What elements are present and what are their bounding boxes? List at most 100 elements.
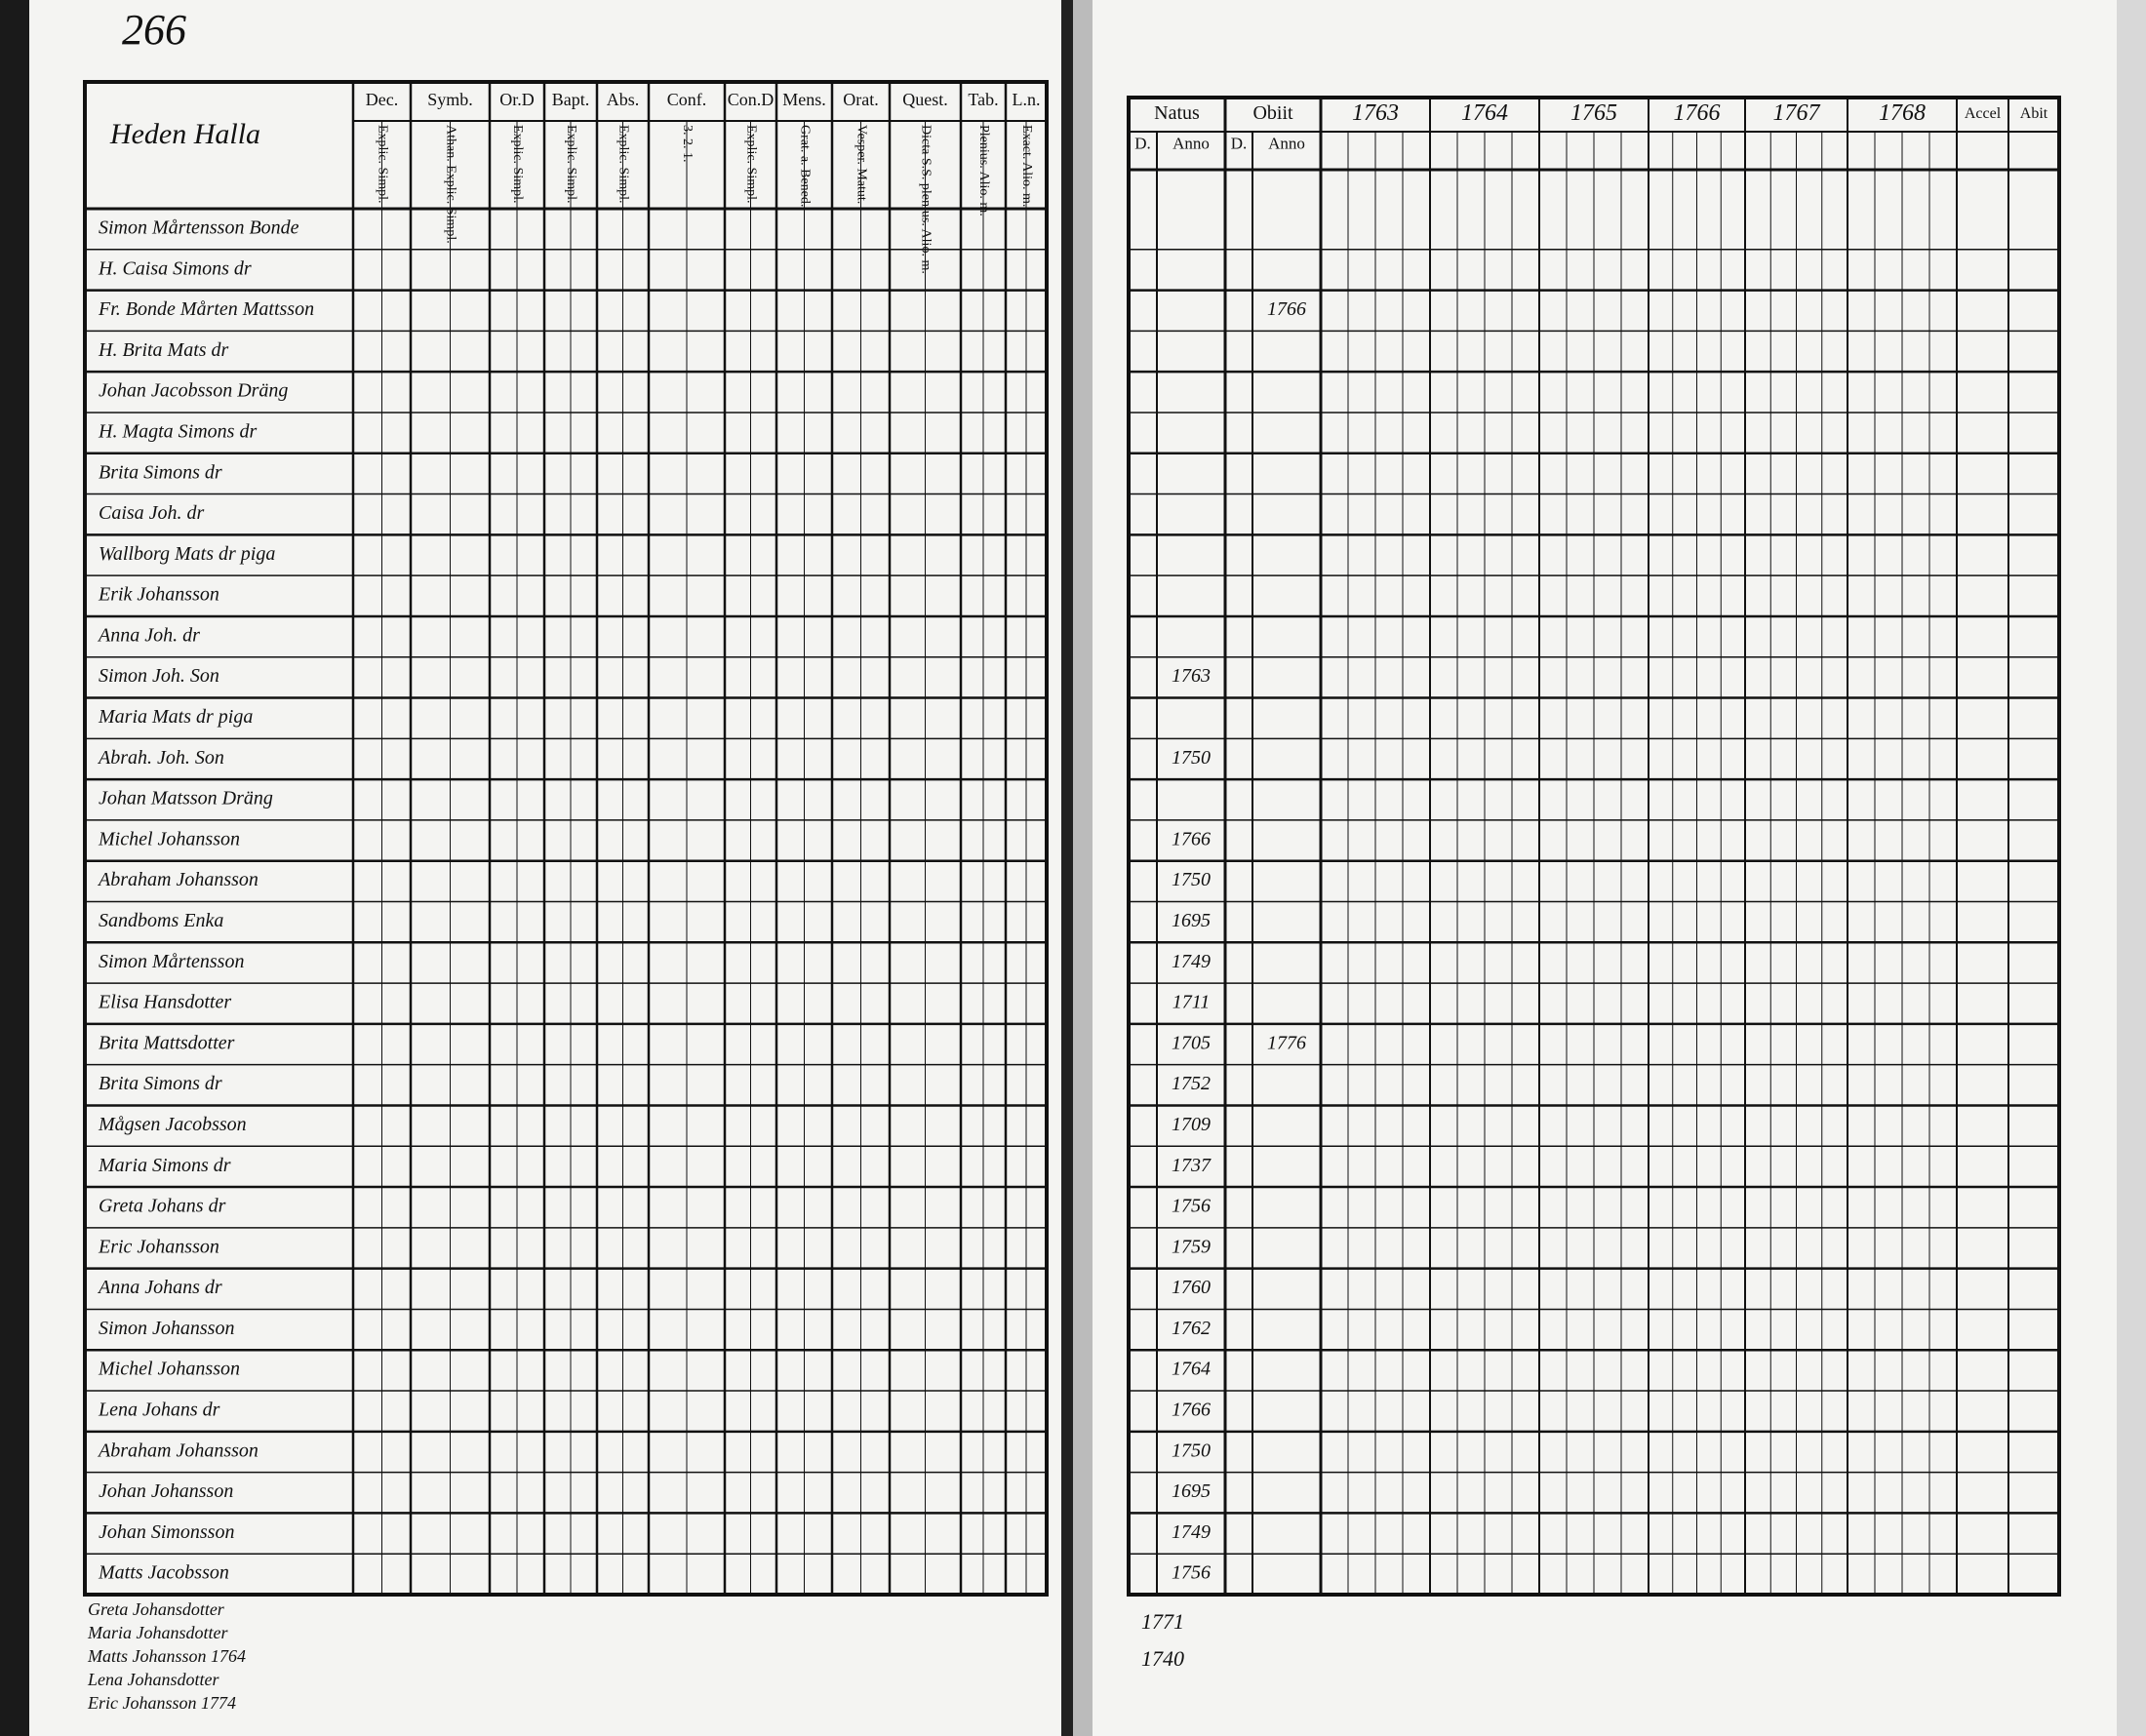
death-year: 1766 — [1267, 298, 1306, 320]
margin-note: Matts Johansson 1764 — [87, 1646, 246, 1666]
row-name: Eric Johansson — [98, 1236, 219, 1257]
abit-header: Abit — [2020, 105, 2048, 122]
column-header: Symb. — [427, 90, 473, 109]
column-subheader: Explic. Simpl. — [510, 125, 525, 204]
column-subheader: Explic. Simpl. — [375, 125, 389, 204]
birth-year: 1749 — [1172, 951, 1211, 972]
row-name: Anna Johans dr — [97, 1277, 222, 1298]
row-name: Fr. Bonde Mårten Mattsson — [98, 298, 314, 320]
birth-year: 1711 — [1172, 992, 1211, 1013]
birth-year: 1750 — [1172, 747, 1211, 769]
column-subheader: Plenius. Alio. m. — [976, 125, 991, 217]
row-name: Maria Simons dr — [98, 1155, 231, 1176]
row-name: Lena Johans dr — [98, 1400, 220, 1421]
column-header: Dec. — [366, 90, 398, 109]
left-edge — [0, 0, 29, 1736]
birth-year: 1762 — [1172, 1318, 1211, 1339]
year-header: 1765 — [1570, 100, 1617, 126]
row-name: H. Magta Simons dr — [98, 420, 257, 442]
column-subheader: 3. 2. 1. — [680, 125, 695, 163]
accel-header: Accel — [1965, 105, 2002, 122]
row-name: Michel Johansson — [98, 828, 240, 849]
birth-year: 1766 — [1172, 1400, 1211, 1421]
row-name: Maria Mats dr piga — [98, 706, 253, 728]
row-name: Johan Johansson — [99, 1480, 233, 1502]
column-header: Conf. — [667, 90, 707, 109]
birth-year: 1750 — [1172, 1440, 1211, 1461]
birth-year: 1749 — [1172, 1521, 1211, 1543]
row-name: Simon Joh. Son — [99, 665, 219, 687]
row-name: Abraham Johansson — [97, 869, 258, 890]
year-header: 1766 — [1674, 100, 1721, 126]
birth-year: 1763 — [1172, 665, 1211, 687]
column-subheader: Exact. Alio. m. — [1019, 125, 1034, 207]
row-name: Mågsen Jacobsson — [98, 1114, 247, 1135]
day-header: D. — [1231, 134, 1248, 152]
birth-year: 1756 — [1172, 1562, 1211, 1584]
column-subheader: Explic. Simpl. — [616, 125, 630, 204]
row-name: Matts Jacobsson — [98, 1562, 229, 1584]
birth-year: 1760 — [1172, 1277, 1211, 1298]
margin-note: Greta Johansdotter — [88, 1599, 225, 1619]
row-name: Caisa Joh. dr — [99, 502, 205, 524]
row-name: Erik Johansson — [98, 584, 219, 606]
column-subheader: Dicta S.S. plenius. Alio. m. — [918, 125, 933, 274]
column-subheader: Athan. Explic. Simpl. — [443, 125, 457, 244]
row-name: Simon Johansson — [99, 1318, 234, 1339]
birth-year: 1766 — [1172, 828, 1211, 849]
birth-year: 1756 — [1172, 1196, 1211, 1217]
column-header: Or.D — [499, 90, 535, 109]
column-header: Abs. — [607, 90, 640, 109]
natus-header: Natus — [1154, 102, 1200, 124]
row-name: Simon Mårtensson — [99, 951, 244, 972]
village-name: Heden Halla — [109, 118, 260, 150]
birth-year: 1764 — [1172, 1359, 1211, 1380]
row-name: Johan Jacobsson Dräng — [99, 380, 288, 402]
spine — [1061, 0, 1073, 1736]
row-name: Johan Matsson Dräng — [99, 788, 273, 809]
row-name: Elisa Hansdotter — [98, 992, 231, 1013]
column-header: Orat. — [843, 90, 878, 109]
column-subheader: Explic. Simpl. — [564, 125, 578, 204]
row-name: Brita Simons dr — [99, 461, 222, 483]
row-name: Wallborg Mats dr piga — [99, 543, 275, 565]
row-name: Brita Simons dr — [99, 1073, 222, 1094]
row-name: Johan Simonsson — [99, 1521, 234, 1543]
row-name: Simon Mårtensson Bonde — [99, 217, 299, 238]
row-name: Anna Joh. dr — [97, 624, 200, 646]
birth-year: 1695 — [1172, 910, 1211, 931]
margin-note: Maria Johansdotter — [87, 1623, 228, 1642]
birth-year: 1705 — [1172, 1032, 1211, 1053]
row-name: Abrah. Joh. Son — [97, 747, 224, 769]
anno-header: Anno — [1172, 134, 1210, 152]
birth-year: 1752 — [1172, 1073, 1211, 1094]
row-name: H. Caisa Simons dr — [98, 257, 252, 279]
row-name: Abraham Johansson — [97, 1440, 258, 1461]
year-header: 1763 — [1352, 100, 1399, 126]
margin-note: Lena Johansdotter — [87, 1670, 219, 1689]
birth-year: 1695 — [1172, 1480, 1211, 1502]
death-year: 1776 — [1267, 1032, 1306, 1053]
column-header: Tab. — [968, 90, 998, 109]
row-name: Michel Johansson — [98, 1359, 240, 1380]
column-header: Con.D — [728, 90, 775, 109]
column-header: Mens. — [782, 90, 826, 109]
column-subheader: Vesper. Matut. — [854, 125, 868, 204]
column-subheader: Explic. Simpl. — [743, 125, 758, 204]
birth-year: 1759 — [1172, 1236, 1211, 1257]
year-header: 1764 — [1461, 100, 1508, 126]
row-name: H. Brita Mats dr — [98, 339, 229, 361]
margin-note: 1771 — [1141, 1609, 1184, 1634]
spine-shadow — [1073, 0, 1093, 1736]
anno-header: Anno — [1268, 134, 1305, 152]
page-number: 266 — [122, 6, 186, 54]
year-header: 1768 — [1879, 100, 1926, 126]
column-header: L.n. — [1013, 90, 1041, 109]
column-header: Quest. — [902, 90, 948, 109]
row-name: Brita Mattsdotter — [99, 1032, 235, 1053]
column-subheader: Grat. a. Bened. — [797, 125, 812, 207]
row-name: Sandboms Enka — [99, 910, 223, 931]
column-header: Bapt. — [552, 90, 590, 109]
obiit-header: Obiit — [1252, 102, 1293, 124]
